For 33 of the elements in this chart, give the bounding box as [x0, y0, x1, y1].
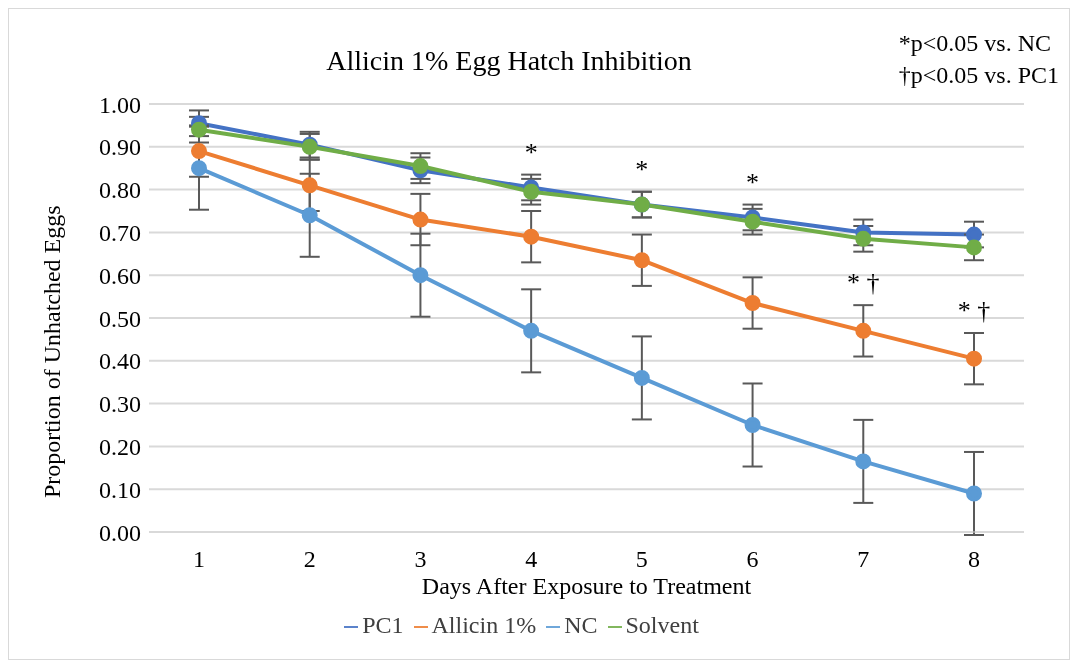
annotation: * †: [847, 268, 880, 298]
y-tick-label: 0.20: [99, 433, 141, 460]
text: *p<0.05 vs. NC: [898, 29, 1052, 58]
legend-label: Solvent: [625, 612, 699, 638]
annotation: *: [746, 167, 760, 197]
annotation: *: [524, 137, 538, 167]
y-tick-label: 1.00: [99, 91, 141, 118]
y-tick-label: 0.10: [99, 476, 141, 503]
y-tick-label: 0.40: [99, 348, 141, 375]
y-axis-title: Proportion of Unhatched Eggs: [38, 205, 65, 498]
y-tick-label: 0.90: [99, 134, 141, 161]
y-tick-label: 0.30: [99, 391, 141, 418]
x-tick-label: 2: [303, 546, 316, 573]
y-tick-label: 0.80: [99, 177, 141, 204]
x-tick-label: 4: [525, 546, 538, 573]
legend-label: Allicin 1%: [431, 612, 537, 638]
y-tick-label: 0.00: [99, 519, 141, 546]
x-tick-label: 7: [857, 546, 870, 573]
x-tick-label: 5: [635, 546, 648, 573]
annotation: *: [635, 154, 649, 184]
y-tick-label: 0.60: [99, 262, 141, 289]
x-axis-title: Days After Exposure to Treatment: [421, 573, 752, 599]
x-tick-label: 1: [193, 546, 205, 573]
x-tick-label: 6: [746, 546, 759, 573]
x-tick-label: 3: [414, 546, 427, 573]
y-tick-label: 0.70: [99, 219, 141, 246]
y-tick-label: 0.50: [99, 305, 141, 332]
legend-label: PC1: [362, 612, 404, 638]
legend-label: NC: [564, 612, 598, 638]
text: †p<0.05 vs. PC1: [898, 61, 1059, 90]
annotation: * †: [957, 295, 991, 325]
x-tick-label: 8: [968, 546, 980, 573]
chart-title: Allicin 1% Egg Hatch Inhibition: [326, 45, 692, 76]
